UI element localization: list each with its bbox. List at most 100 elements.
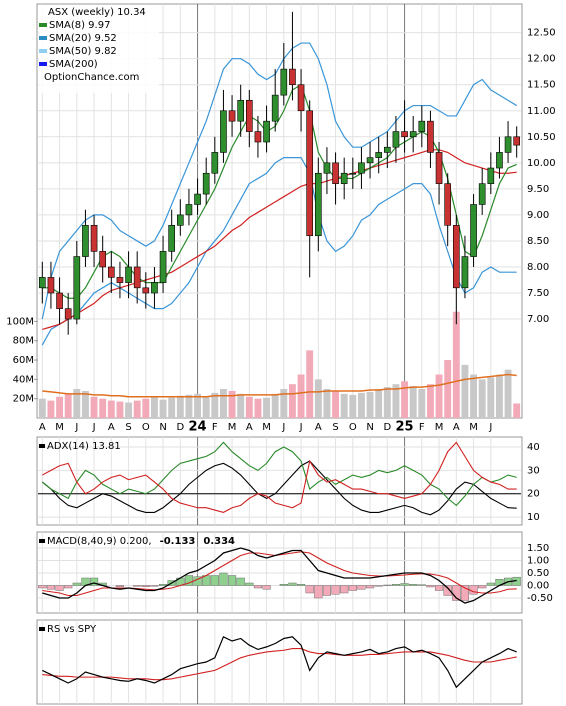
candle-body	[185, 204, 193, 216]
histogram-bar	[279, 584, 288, 586]
histogram-bar	[236, 577, 245, 586]
x-tick-label: S	[125, 422, 131, 433]
x-tick-label: O	[349, 422, 357, 433]
histogram-bar	[486, 582, 495, 586]
histogram-bar	[417, 584, 426, 586]
x-tick-label: A	[108, 422, 115, 433]
histogram-bar	[253, 585, 263, 589]
volume-bar	[495, 374, 503, 418]
candle-body	[314, 172, 322, 237]
histogram-bar	[184, 575, 194, 586]
candle-body	[280, 68, 288, 96]
y-tick-label: 9.00	[527, 210, 549, 221]
x-tick-label: A	[315, 422, 322, 433]
histogram-bar	[262, 585, 271, 590]
candle-body	[211, 152, 219, 174]
volume-bar	[56, 396, 64, 418]
volume-bar	[81, 390, 89, 418]
volume-bar	[461, 364, 469, 418]
histogram-bar	[55, 585, 64, 591]
histogram-bar	[219, 572, 228, 586]
candle-body	[245, 100, 253, 132]
candle-body	[513, 136, 521, 146]
legend-label: SMA(50) 9.82	[49, 46, 117, 57]
legend-swatch	[39, 627, 45, 631]
volume-bar	[504, 369, 512, 418]
candle-body	[340, 172, 348, 184]
legend-swatch	[39, 444, 45, 448]
volume-bar	[271, 393, 279, 418]
candle-body	[107, 266, 115, 278]
x-tick-label: A	[246, 422, 253, 433]
volume-bar	[332, 390, 340, 418]
volume-bar	[401, 381, 409, 418]
x-tick-label: 24	[189, 420, 207, 435]
candle-body	[64, 308, 72, 320]
histogram-bar	[340, 585, 349, 594]
histogram-bar	[133, 585, 142, 587]
volume-tick-label: 100M	[6, 316, 34, 327]
candle-body	[168, 225, 176, 252]
candle-body	[220, 110, 227, 153]
histogram-bar	[365, 585, 375, 589]
x-tick-label: S	[332, 422, 338, 433]
y-tick-label: 10.00	[527, 158, 556, 169]
candle-body	[90, 225, 98, 252]
candle-body	[487, 167, 495, 184]
volume-bar	[228, 390, 236, 418]
histogram-bar	[478, 585, 487, 589]
y-tick-label: 1.50	[527, 543, 549, 554]
volume-bar	[340, 393, 348, 418]
y-tick-label: 12.00	[527, 54, 556, 65]
candle-body	[470, 204, 477, 257]
histogram-bar	[141, 585, 150, 587]
volume-bar	[211, 392, 219, 418]
volume-bar	[176, 395, 184, 418]
candle-body	[297, 84, 305, 112]
volume-bar	[306, 350, 314, 418]
candle-body	[332, 162, 339, 184]
histogram-bar	[400, 583, 409, 586]
histogram-bar	[383, 584, 392, 586]
candle-body	[383, 146, 391, 153]
candle-body	[289, 68, 296, 86]
rs-ma	[42, 648, 517, 681]
candle-body	[358, 162, 365, 174]
histogram-label: 0.334	[203, 536, 235, 547]
candle-body	[82, 225, 89, 257]
candle-body	[349, 172, 357, 175]
x-tick-label: D	[383, 422, 391, 433]
volume-bar	[219, 389, 227, 418]
candle-body	[401, 131, 408, 138]
candle-body	[478, 183, 486, 205]
adx-line	[42, 441, 517, 513]
legend-swatch	[39, 539, 45, 543]
histogram-bar	[314, 585, 323, 599]
candle-body	[133, 266, 141, 289]
y-tick-label: -0.50	[527, 593, 553, 604]
histogram-bar	[210, 575, 219, 586]
x-tick-label: 25	[396, 420, 414, 435]
volume-bar	[245, 396, 253, 418]
macd-line	[42, 547, 517, 604]
candle-body	[375, 152, 383, 158]
lower-band	[41, 157, 517, 346]
histogram-bar	[305, 585, 314, 594]
y-tick-label: 11.50	[527, 80, 556, 91]
volume-ma	[42, 373, 517, 398]
volume-bar	[426, 384, 434, 418]
histogram-bar	[391, 584, 401, 586]
histogram-bar	[288, 582, 297, 586]
histogram-bar	[331, 585, 340, 595]
candle-body	[435, 152, 443, 184]
histogram-bar	[46, 585, 56, 590]
panel-frame	[36, 619, 523, 705]
histogram-bar	[460, 585, 470, 601]
candle-body	[38, 277, 46, 289]
x-tick-label: N	[366, 422, 373, 433]
candle-body	[504, 136, 512, 153]
candle-body	[125, 266, 132, 283]
y-tick-label: 11.00	[527, 106, 556, 117]
volume-bar	[64, 393, 72, 418]
